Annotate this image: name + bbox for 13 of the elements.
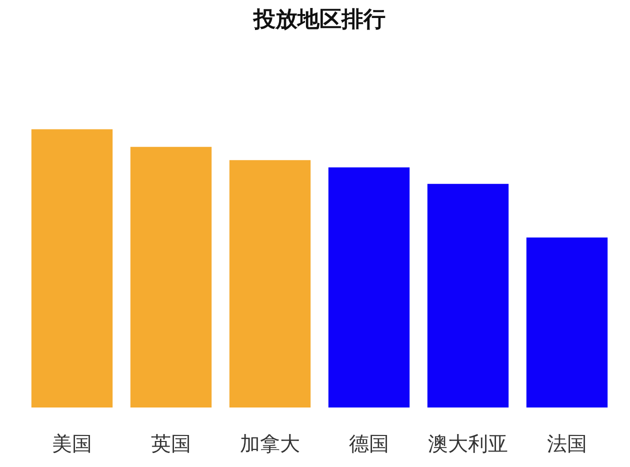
x-tick-label: 德国 — [349, 432, 389, 456]
x-tick-label: 澳大利亚 — [428, 432, 508, 456]
bar — [328, 167, 410, 408]
x-tick-label: 英国 — [151, 432, 191, 456]
bar — [427, 184, 509, 408]
x-tick-label: 法国 — [547, 432, 587, 456]
chart-title: 投放地区排行 — [252, 8, 386, 32]
x-tick-label: 美国 — [52, 432, 92, 456]
bar — [31, 129, 113, 408]
bar — [526, 238, 608, 408]
bar — [130, 146, 212, 408]
x-tick-label: 加拿大 — [240, 432, 300, 456]
bar — [229, 160, 311, 408]
